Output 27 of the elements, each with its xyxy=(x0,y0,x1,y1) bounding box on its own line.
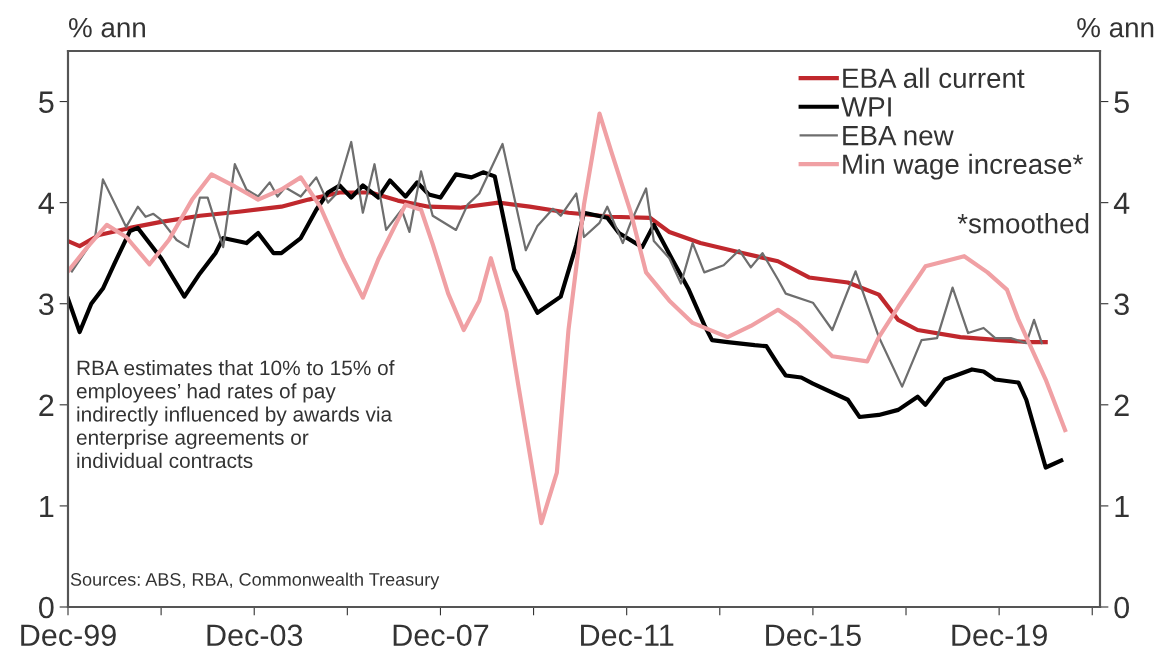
y-tick-label: 5 xyxy=(39,91,54,113)
y-tick-label: 0 xyxy=(39,596,54,619)
x-tick-label: Dec-99 xyxy=(21,624,116,647)
y2-axis-title: % ann xyxy=(1077,17,1154,38)
y-axis-title: % ann xyxy=(68,17,145,38)
annotation: *smoothed xyxy=(957,213,1089,234)
legend-label: EBA new xyxy=(843,126,954,146)
x-tick-label: Dec-15 xyxy=(766,624,861,647)
y-tick-label: 3 xyxy=(38,293,54,316)
y2-tick-label: 4 xyxy=(1113,192,1130,214)
x-tick-label: Dec-19 xyxy=(952,624,1047,647)
legend-label: EBA all current xyxy=(843,67,1025,89)
y2-tick-label: 0 xyxy=(1114,596,1129,619)
y-tick-label: 2 xyxy=(39,394,54,416)
x-tick-label: Dec-11 xyxy=(581,624,674,647)
legend-label: Min wage increase* xyxy=(843,153,1083,180)
annotation: Sources: ABS, RBA, Commonwealth Treasury xyxy=(70,572,440,590)
legend-label: WPI xyxy=(841,97,891,117)
annotation: RBA estimates that 10% to 15% of employees’ had rates of pay indirectly influenced by awards via enterprise agreements or individual contracts xyxy=(76,360,395,469)
x-tick-label: Dec-03 xyxy=(207,624,303,647)
y2-tick-label: 2 xyxy=(1114,394,1129,416)
x-tick-label: Dec-07 xyxy=(393,624,489,647)
y2-tick-label: 1 xyxy=(1115,495,1129,517)
y2-tick-label: 3 xyxy=(1114,293,1129,316)
y-tick-label: 4 xyxy=(38,192,54,214)
y-tick-label: 1 xyxy=(40,495,54,517)
y2-tick-label: 5 xyxy=(1114,91,1129,113)
